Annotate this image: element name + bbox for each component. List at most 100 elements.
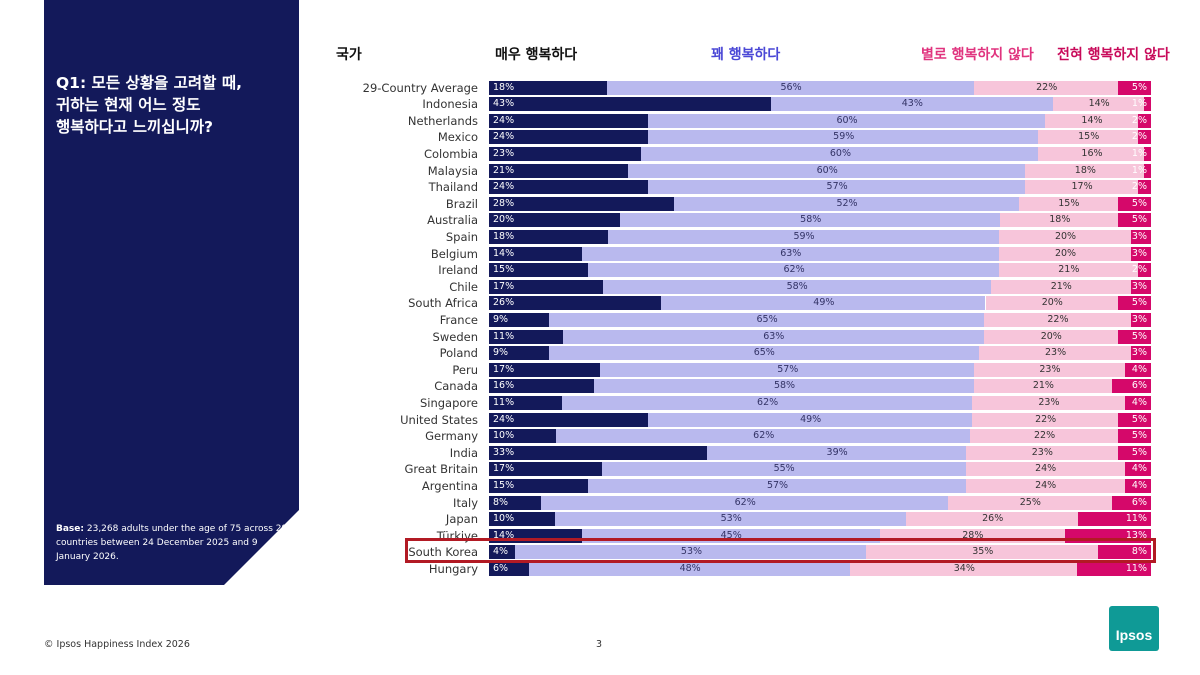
data-label-fairly-happy: 63% <box>763 330 785 342</box>
data-label-very-happy: 8% <box>493 496 509 508</box>
bar-segment-not-very-happy <box>998 263 1138 278</box>
bar-segment-very-happy <box>489 213 621 228</box>
country-label: Poland <box>439 346 478 361</box>
bar-segment-not-at-all-happy <box>1124 478 1151 493</box>
bar-segment-fairly-happy <box>515 545 867 560</box>
bar-segment-very-happy <box>489 312 550 327</box>
data-label-not-at-all-happy: 2% <box>1131 264 1147 276</box>
data-label-fairly-happy: 60% <box>816 164 838 176</box>
data-label-very-happy: 11% <box>493 330 515 342</box>
bar-segment-not-at-all-happy <box>1117 445 1151 460</box>
data-label-not-very-happy: 21% <box>1058 264 1080 276</box>
bar-segment-not-very-happy <box>1045 113 1138 128</box>
data-label-not-at-all-happy: 5% <box>1131 214 1147 226</box>
bar-segment-fairly-happy <box>555 429 971 444</box>
bar-segment-fairly-happy <box>562 329 984 344</box>
bar-segment-very-happy <box>489 362 601 377</box>
data-label-very-happy: 17% <box>493 363 515 375</box>
country-label: Peru <box>452 362 478 377</box>
data-label-very-happy: 15% <box>493 264 515 276</box>
data-label-fairly-happy: 62% <box>783 264 805 276</box>
data-label-not-very-happy: 14% <box>1081 114 1103 126</box>
country-label: Great Britain <box>404 462 478 477</box>
country-label: 29-Country Average <box>362 80 478 95</box>
bar-segment-very-happy <box>489 130 648 145</box>
bar-segment-not-very-happy <box>906 512 1079 527</box>
question-line: 귀하는 현재 어느 정도 <box>56 96 201 114</box>
bar-segment-very-happy <box>489 412 648 427</box>
data-label-very-happy: 18% <box>493 81 515 93</box>
data-label-not-very-happy: 23% <box>1045 347 1067 359</box>
data-label-fairly-happy: 65% <box>756 313 778 325</box>
bar-segment-very-happy <box>489 180 648 195</box>
bar-segment-not-at-all-happy <box>1077 561 1151 576</box>
country-label: Sweden <box>432 329 478 344</box>
data-label-not-at-all-happy: 3% <box>1131 313 1147 325</box>
data-label-very-happy: 21% <box>493 164 515 176</box>
bar-segment-not-at-all-happy <box>1098 545 1151 560</box>
bar-segment-not-very-happy <box>1052 97 1145 112</box>
bar-segment-very-happy <box>489 478 589 493</box>
bar-segment-very-happy <box>489 445 708 460</box>
bar-segment-not-at-all-happy <box>1117 296 1151 311</box>
data-label-not-very-happy: 22% <box>1035 413 1057 425</box>
data-label-not-very-happy: 20% <box>1054 247 1077 259</box>
bar-segment-not-very-happy <box>965 462 1125 477</box>
bar-segment-fairly-happy <box>549 312 984 327</box>
data-label-not-very-happy: 21% <box>1032 380 1054 392</box>
bar-segment-fairly-happy <box>647 412 973 427</box>
bar-segment-not-at-all-happy <box>1124 462 1151 477</box>
data-label-not-at-all-happy: 1% <box>1131 164 1147 176</box>
panel-background <box>44 0 299 585</box>
country-label: Italy <box>453 495 478 510</box>
bar-segment-fairly-happy <box>541 495 948 510</box>
bar-segment-very-happy <box>489 462 602 477</box>
data-label-very-happy: 17% <box>493 280 515 292</box>
data-label-not-very-happy: 35% <box>972 546 994 558</box>
bar-segment-not-very-happy <box>1038 130 1138 145</box>
data-label-fairly-happy: 63% <box>780 247 802 259</box>
data-label-not-very-happy: 20% <box>1040 330 1062 342</box>
bar-segment-not-very-happy <box>998 229 1132 244</box>
data-label-not-very-happy: 26% <box>982 513 1004 525</box>
bar-segment-fairly-happy <box>601 462 966 477</box>
data-label-not-at-all-happy: 11% <box>1125 513 1147 525</box>
bar-segment-very-happy <box>489 113 648 128</box>
data-label-very-happy: 10% <box>493 430 515 442</box>
data-label-very-happy: 6% <box>493 562 509 574</box>
country-label: United States <box>400 412 478 427</box>
column-header-very-happy: 매우 행복하다 <box>495 47 578 63</box>
question-text: Q1: 모든 상황을 고려할 때, 귀하는 현재 어느 정도 행복하다고 느끼십… <box>56 72 286 138</box>
column-header-not-at-all-happy: 전혀 행복하지 않다 <box>1057 47 1170 63</box>
bar-segment-fairly-happy <box>561 395 973 410</box>
bar-segment-very-happy <box>489 346 549 361</box>
data-label-very-happy: 33% <box>493 446 515 458</box>
country-label: Germany <box>425 429 478 444</box>
data-label-not-at-all-happy: 2% <box>1131 114 1147 126</box>
bar-segment-not-at-all-happy <box>1130 279 1151 294</box>
bar-segment-not-at-all-happy <box>1117 412 1151 427</box>
bar-segment-not-very-happy <box>972 395 1125 410</box>
bar-segment-very-happy <box>489 246 582 261</box>
data-label-not-at-all-happy: 4% <box>1131 396 1147 408</box>
data-label-not-at-all-happy: 3% <box>1131 230 1147 242</box>
bar-segment-not-at-all-happy <box>1131 246 1151 261</box>
logo-text: Ipsos <box>1116 627 1153 643</box>
bar-segment-fairly-happy <box>608 229 999 244</box>
bar-segment-not-at-all-happy <box>1078 512 1151 527</box>
bar-segment-fairly-happy <box>555 512 907 527</box>
country-label: Belgium <box>430 246 478 261</box>
bar-segment-very-happy <box>489 296 662 311</box>
bar-segment-not-very-happy <box>998 246 1132 261</box>
country-label: Netherlands <box>407 113 478 128</box>
data-label-fairly-happy: 57% <box>826 181 848 193</box>
bar-segment-very-happy <box>489 512 556 527</box>
bar-segment-fairly-happy <box>770 97 1053 112</box>
data-label-very-happy: 11% <box>493 396 515 408</box>
bar-segment-fairly-happy <box>647 113 1046 128</box>
data-label-fairly-happy: 39% <box>826 446 848 458</box>
bar-segment-fairly-happy <box>707 445 966 460</box>
column-header-country: 국가 <box>336 47 362 63</box>
bar-segment-fairly-happy <box>581 246 999 261</box>
country-label: Indonesia <box>422 97 478 112</box>
